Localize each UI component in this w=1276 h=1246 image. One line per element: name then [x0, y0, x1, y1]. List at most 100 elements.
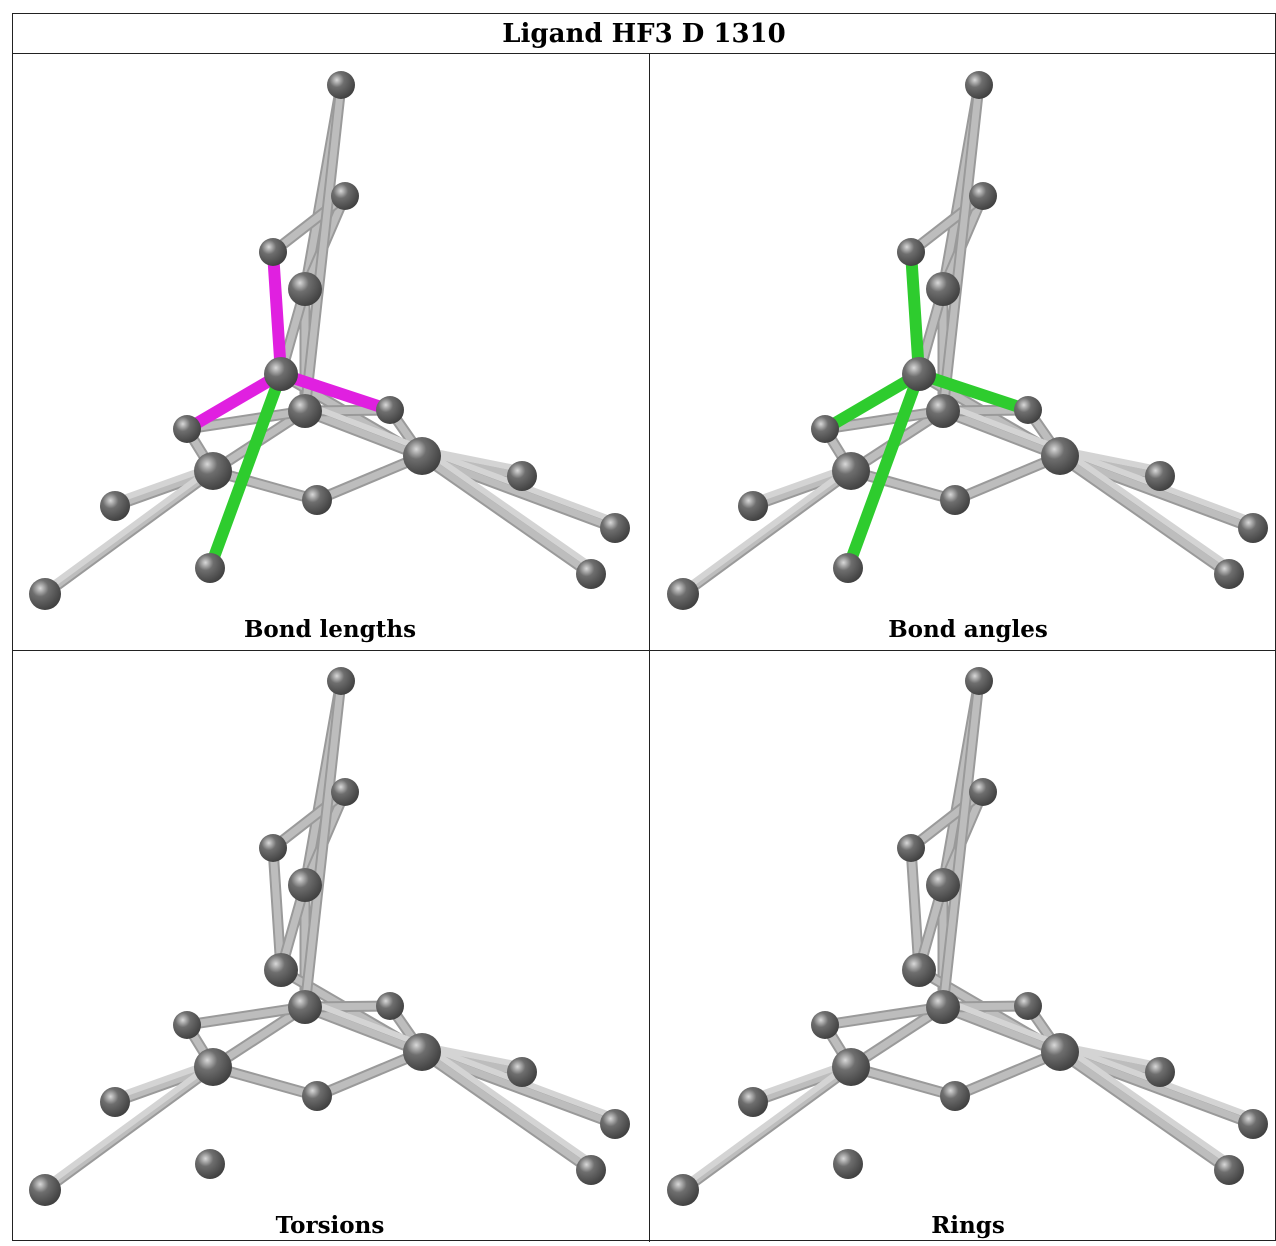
atom: [1238, 1109, 1268, 1139]
atom: [194, 452, 232, 490]
atom: [902, 953, 936, 987]
atom: [288, 990, 322, 1024]
highlight-bond-magenta-core: [277, 370, 394, 414]
atom: [926, 868, 960, 902]
column-divider: [649, 54, 650, 1242]
molecule-render-torsions: [29, 667, 630, 1206]
panel-rings: Rings: [653, 652, 1276, 1246]
atom: [1041, 437, 1079, 475]
bond-shadow: [943, 402, 1066, 453]
atom: [600, 513, 630, 543]
bond-core: [269, 844, 285, 974]
atom: [1214, 1155, 1244, 1185]
panel-bond-lengths: Bond lengths: [15, 56, 645, 650]
atom: [833, 553, 863, 583]
bond-core: [679, 467, 855, 598]
bond-core: [821, 407, 947, 433]
highlight-bond-green-core: [915, 370, 1032, 414]
atom: [194, 1048, 232, 1086]
bond-core: [418, 452, 595, 578]
bond-core: [41, 1063, 217, 1194]
bond-shadow: [45, 1058, 219, 1187]
bond-shadow: [1060, 1043, 1235, 1167]
atom: [897, 834, 925, 862]
figure-title: Ligand HF3 D 1310: [13, 14, 1275, 54]
atom: [1014, 396, 1042, 424]
atom: [327, 71, 355, 99]
atom: [507, 1057, 537, 1087]
atom: [327, 667, 355, 695]
atom: [832, 452, 870, 490]
bond-core: [183, 407, 309, 433]
atom: [576, 559, 606, 589]
atom: [965, 71, 993, 99]
atom: [288, 394, 322, 428]
atom: [969, 182, 997, 210]
atom: [1145, 1057, 1175, 1087]
atom: [173, 415, 201, 443]
atom: [264, 357, 298, 391]
atom: [29, 578, 61, 610]
atom: [302, 485, 332, 515]
molecule-render-bond-angles: [667, 71, 1268, 610]
atom: [288, 868, 322, 902]
atom: [1041, 1033, 1079, 1071]
atom: [376, 396, 404, 424]
atom: [195, 553, 225, 583]
bond-core: [907, 844, 923, 974]
bond-core: [301, 81, 345, 415]
highlight-bond-green-core: [206, 370, 285, 572]
bond-core: [939, 1003, 1064, 1056]
bond-core: [939, 677, 983, 1011]
bond-shadow: [45, 462, 219, 591]
atom: [1214, 559, 1244, 589]
caption-torsions: Torsions: [275, 1212, 385, 1239]
bond-shadow: [943, 998, 1066, 1049]
atom: [969, 778, 997, 806]
atom: [173, 1011, 201, 1039]
bond-shadow: [422, 447, 597, 571]
molecule-render-rings: [667, 667, 1268, 1206]
atom: [833, 1149, 863, 1179]
atom: [965, 667, 993, 695]
bond-core: [1056, 452, 1233, 578]
highlight-bond-green-core: [907, 248, 923, 378]
row-divider: [13, 650, 1275, 651]
panel-torsions: Torsions: [15, 652, 645, 1246]
highlight-bond-magenta-core: [183, 370, 285, 433]
atom: [897, 238, 925, 266]
bond-shadow: [1060, 447, 1235, 571]
bond-core: [418, 1048, 595, 1174]
atom: [667, 1174, 699, 1206]
molecule-render-bond-lengths: [29, 71, 630, 610]
atom: [811, 415, 839, 443]
atom: [29, 1174, 61, 1206]
atom: [264, 953, 298, 987]
atom: [1238, 513, 1268, 543]
atom: [902, 357, 936, 391]
bond-core: [939, 407, 1064, 460]
atom: [576, 1155, 606, 1185]
bond-core: [821, 1003, 947, 1029]
figure-frame: Ligand HF3 D 1310 Bond lengths Bond angl…: [12, 13, 1276, 1242]
caption-bond-lengths: Bond lengths: [243, 616, 417, 643]
bond-shadow: [305, 402, 428, 453]
atom: [667, 578, 699, 610]
atom: [302, 1081, 332, 1111]
atom: [331, 778, 359, 806]
highlight-bond-green-core: [844, 370, 923, 572]
bond-core: [679, 1063, 855, 1194]
atom: [331, 182, 359, 210]
atom: [738, 1087, 768, 1117]
bond-core: [41, 467, 217, 598]
bond-shadow: [305, 998, 428, 1049]
caption-bond-angles: Bond angles: [888, 616, 1048, 643]
bond-core: [301, 677, 345, 1011]
bond-core: [301, 1003, 426, 1056]
bond-core: [301, 407, 426, 460]
highlight-bond-green-core: [821, 370, 923, 433]
atom: [940, 485, 970, 515]
atom: [832, 1048, 870, 1086]
atom: [926, 272, 960, 306]
bond-shadow: [683, 462, 857, 591]
